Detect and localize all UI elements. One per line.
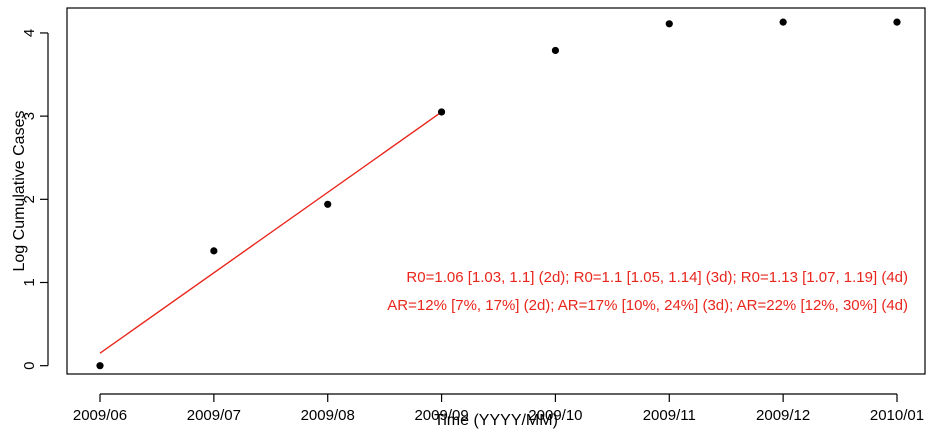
data-point xyxy=(324,200,332,208)
x-tick-label: 2009/09 xyxy=(414,407,468,424)
data-point xyxy=(893,18,901,26)
x-tick-label: 2010/01 xyxy=(870,407,924,424)
data-point xyxy=(665,20,673,28)
data-point xyxy=(437,108,446,116)
x-axis: 2009/06 2009/07 2009/08 2009/09 2009/10 2009/… xyxy=(73,393,924,424)
x-tick-label: 2009/06 xyxy=(73,407,127,424)
y-tick-label: 0 xyxy=(21,362,38,370)
data-point xyxy=(779,18,787,26)
fit-line xyxy=(99,111,442,354)
x-tick-label: 2009/08 xyxy=(301,407,355,424)
y-tick-label: 1 xyxy=(21,278,38,286)
x-tick-label: 2009/11 xyxy=(643,407,696,424)
x-axis-title: Time (YYYY/MM) xyxy=(434,412,558,429)
y-tick-label: 2 xyxy=(21,195,38,203)
data-point xyxy=(210,247,218,255)
y-axis-title: Log Cumulative Cases xyxy=(11,111,28,272)
y-tick-label: 4 xyxy=(21,29,38,37)
annotation-r0: R0=1.06 [1.03, 1.1] (2d); R0=1.1 [1.05, … xyxy=(406,269,908,286)
data-points xyxy=(96,18,901,370)
x-tick-label: 2009/07 xyxy=(187,407,241,424)
x-tick-label: 2009/12 xyxy=(756,407,810,424)
y-axis: 0 1 2 3 4 xyxy=(21,29,49,370)
data-point xyxy=(96,362,104,370)
plot-frame xyxy=(66,7,926,375)
x-tick-label: 2009/10 xyxy=(528,407,582,424)
data-point xyxy=(551,46,560,55)
y-tick-label: 3 xyxy=(21,112,38,120)
annotation-ar: AR=12% [7%, 17%] (2d); AR=17% [10%, 24%]… xyxy=(387,297,908,314)
